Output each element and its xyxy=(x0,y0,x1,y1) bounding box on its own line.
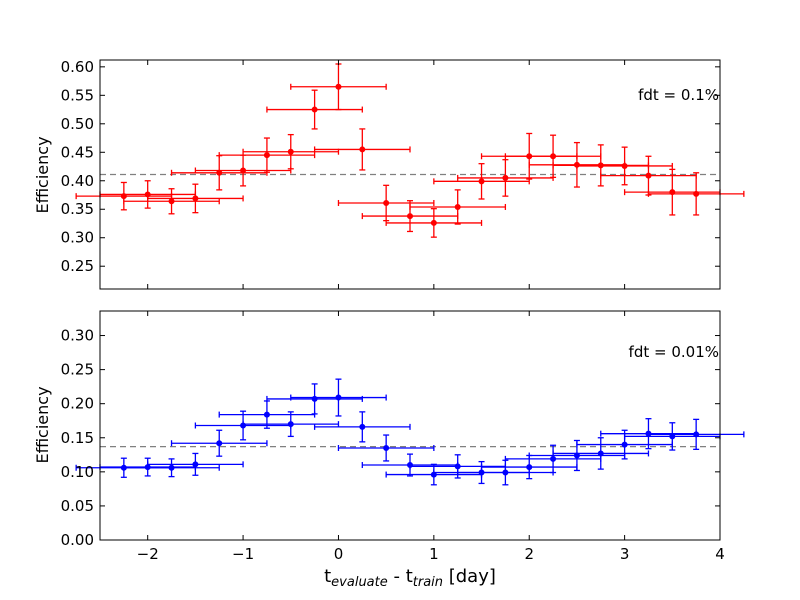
marker xyxy=(430,219,437,226)
marker xyxy=(216,440,223,447)
bottom-panel-xtick-label: 4 xyxy=(715,545,725,563)
bottom-panel-xtick-label: 1 xyxy=(429,545,439,563)
top-panel-ytick-label: 0.50 xyxy=(61,115,94,133)
top-panel-data-point-19 xyxy=(504,134,602,178)
bottom-panel-xtick-label: −2 xyxy=(137,545,159,563)
bottom-panel-ytick-label: 0.25 xyxy=(61,361,94,379)
top-panel-data-point-9 xyxy=(266,89,363,130)
top-panel-ytick-label: 0.60 xyxy=(61,58,94,76)
marker xyxy=(192,461,199,468)
top-panel-ytick-label: 0.40 xyxy=(61,172,94,190)
top-panel: Efficiency fdt = 0.1% 0.25 0.30 0.35 0.40 0.… xyxy=(33,58,745,290)
top-panel-data-point-6 xyxy=(194,154,292,187)
marker xyxy=(240,167,247,174)
marker xyxy=(645,172,652,179)
bottom-panel-data-point-3 xyxy=(123,458,220,478)
marker xyxy=(454,203,461,210)
marker xyxy=(478,178,485,185)
marker xyxy=(550,153,557,160)
marker xyxy=(550,455,557,462)
bottom-panel: Efficiency fdt = 0.01% 0.00 0.05 0.10 0.15 0… xyxy=(33,310,745,563)
marker xyxy=(168,198,175,205)
marker xyxy=(192,195,199,202)
marker xyxy=(502,174,509,181)
bottom-panel-xtick-label: 0 xyxy=(334,545,344,563)
top-panel-axes-frame xyxy=(99,59,721,290)
bottom-panel-data-point-10 xyxy=(290,378,387,417)
top-panel-data-point-3 xyxy=(123,188,220,215)
top-panel-ytick-label: 0.45 xyxy=(61,143,94,161)
top-panel-data-point-16 xyxy=(433,163,530,200)
marker xyxy=(287,148,294,155)
top-panel-ytick-label: 0.35 xyxy=(61,200,94,218)
marker xyxy=(359,423,366,430)
bottom-panel-xtick-label: −1 xyxy=(232,545,254,563)
bottom-panel-ytick-label: 0.15 xyxy=(61,429,94,447)
bottom-ylabel: Efficiency xyxy=(33,386,52,463)
marker xyxy=(383,444,390,451)
top-panel-data-point-11 xyxy=(313,128,411,171)
marker xyxy=(311,106,318,113)
bottom-panel-ytick-label: 0.00 xyxy=(61,531,94,549)
marker xyxy=(621,162,628,169)
top-panel-data-point-22 xyxy=(576,146,673,186)
bottom-panel-data-point-21 xyxy=(552,437,650,470)
marker xyxy=(263,152,270,159)
marker xyxy=(693,431,700,438)
top-panel-data-point-7 xyxy=(218,137,316,173)
bottom-panel-data-point-24 xyxy=(623,422,721,451)
marker xyxy=(454,463,461,470)
bottom-panel-data-point-12 xyxy=(337,434,435,462)
marker xyxy=(526,464,533,471)
bottom-panel-ytick-label: 0.05 xyxy=(61,497,94,515)
top-panel-data-point-4 xyxy=(147,183,244,214)
bottom-panel-data-point-22 xyxy=(576,429,673,460)
bottom-panel-xtick-label: 2 xyxy=(524,545,534,563)
bottom-panel-ytick-label: 0.30 xyxy=(61,327,94,345)
bottom-panel-data-point-25 xyxy=(647,418,745,451)
marker xyxy=(597,450,604,457)
top-panel-data-point-25 xyxy=(647,172,745,216)
top-panel-data-point-8 xyxy=(242,133,340,170)
top-panel-ytick-label: 0.30 xyxy=(61,229,94,247)
bottom-panel-data-point-5 xyxy=(170,429,268,457)
top-annotation: fdt = 0.1% xyxy=(638,86,719,104)
marker xyxy=(359,146,366,153)
marker xyxy=(263,411,270,418)
marker xyxy=(335,394,342,401)
x-axis-label: tevaluate - ttrain [day] xyxy=(324,566,496,590)
top-panel-data-point-23 xyxy=(600,155,697,196)
marker xyxy=(335,83,342,90)
bottom-panel-data-point-19 xyxy=(504,444,602,474)
marker xyxy=(693,190,700,197)
marker xyxy=(383,199,390,206)
top-panel-data-point-12 xyxy=(337,184,435,222)
marker xyxy=(407,213,413,220)
marker xyxy=(621,441,628,448)
top-panel-data-point-24 xyxy=(623,168,721,216)
bottom-panel-data-point-11 xyxy=(313,411,411,443)
marker xyxy=(287,421,294,428)
top-panel-ytick-label: 0.55 xyxy=(61,86,94,104)
bottom-panel-data-point-8 xyxy=(242,411,340,438)
bottom-panel-data-point-4 xyxy=(147,452,244,476)
bottom-annotation: fdt = 0.01% xyxy=(629,343,719,361)
bottom-panel-data-point-17 xyxy=(457,459,554,486)
bottom-panel-axes-frame xyxy=(99,310,721,541)
bottom-panel-ytick-label: 0.20 xyxy=(61,395,94,413)
marker xyxy=(502,469,509,476)
top-panel-ytick-label: 0.25 xyxy=(61,257,94,275)
top-panel-data-point-15 xyxy=(409,189,507,225)
top-ylabel: Efficiency xyxy=(33,136,52,213)
top-panel-data-point-14 xyxy=(385,208,483,238)
bottom-panel-xtick-label: 3 xyxy=(620,545,630,563)
top-panel-data-point-5 xyxy=(170,155,268,191)
marker xyxy=(168,464,175,471)
bottom-panel-ytick-label: 0.10 xyxy=(61,463,94,481)
top-panel-data-point-13 xyxy=(361,200,459,233)
